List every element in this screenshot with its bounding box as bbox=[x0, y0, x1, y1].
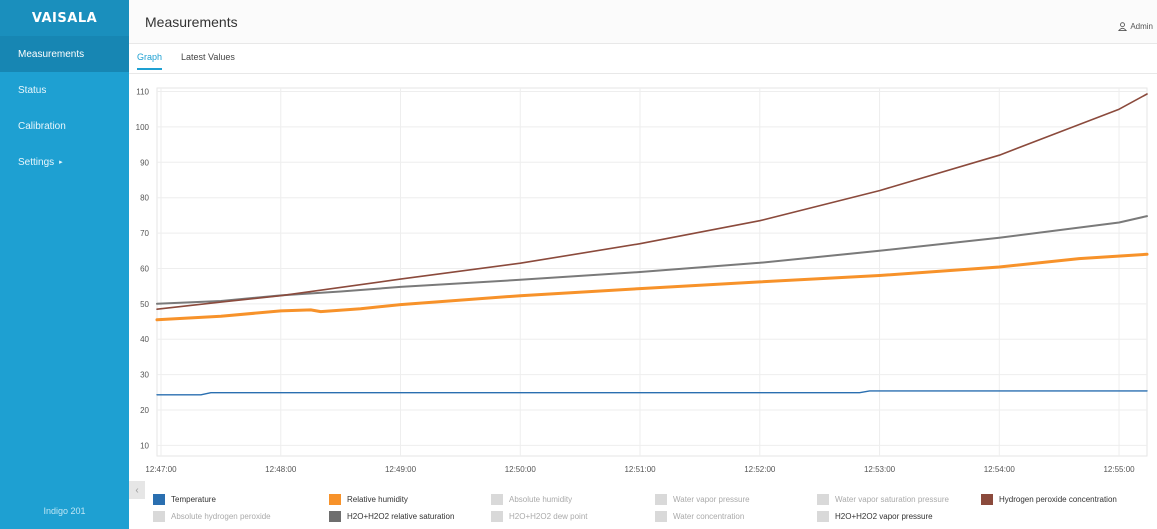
vaisala-logo: VAISALA bbox=[0, 0, 129, 36]
sidebar-item-settings[interactable]: Settings ▸ bbox=[0, 144, 129, 180]
plot-area bbox=[156, 87, 1148, 457]
y-tick-label: 110 bbox=[136, 88, 149, 97]
legend-item[interactable]: Hydrogen peroxide concentration bbox=[981, 494, 1117, 505]
legend-swatch bbox=[817, 511, 829, 522]
legend-label: Temperature bbox=[171, 495, 216, 504]
series-line-h2o-h2o2-relative-saturation bbox=[156, 215, 1148, 305]
series-line-temperature bbox=[156, 390, 1148, 396]
sidebar-item-status[interactable]: Status bbox=[0, 72, 129, 108]
legend-label: H2O+H2O2 vapor pressure bbox=[835, 512, 933, 521]
legend-swatch bbox=[329, 511, 341, 522]
x-tick-label: 12:49:00 bbox=[385, 465, 417, 474]
sidebar: VAISALA Measurements Status Calibration … bbox=[0, 0, 129, 529]
chevron-left-icon[interactable]: ‹ bbox=[129, 481, 145, 499]
legend-label: Absolute hydrogen peroxide bbox=[171, 512, 271, 521]
sidebar-item-label: Settings bbox=[18, 156, 55, 168]
legend-swatch bbox=[655, 511, 667, 522]
y-tick-label: 60 bbox=[140, 264, 149, 273]
header: Measurements Admin bbox=[129, 0, 1157, 44]
legend-item[interactable]: H2O+H2O2 relative saturation bbox=[329, 511, 454, 522]
legend-label: H2O+H2O2 dew point bbox=[509, 512, 588, 521]
legend-swatch bbox=[491, 494, 503, 505]
legend-swatch bbox=[329, 494, 341, 505]
page-title: Measurements bbox=[145, 14, 238, 30]
y-tick-label: 100 bbox=[136, 123, 150, 132]
series-line-hydrogen-peroxide-concentration bbox=[156, 93, 1148, 310]
legend-item[interactable]: H2O+H2O2 dew point bbox=[491, 511, 588, 522]
x-tick-label: 12:52:00 bbox=[744, 465, 776, 474]
legend-label: H2O+H2O2 relative saturation bbox=[347, 512, 455, 521]
y-tick-label: 20 bbox=[140, 406, 149, 415]
legend-item[interactable]: Water concentration bbox=[655, 511, 744, 522]
x-tick-label: 12:54:00 bbox=[984, 465, 1016, 474]
y-tick-label: 80 bbox=[140, 194, 149, 203]
legend-item[interactable]: Absolute hydrogen peroxide bbox=[153, 511, 271, 522]
x-tick-label: 12:51:00 bbox=[624, 465, 656, 474]
tab-graph[interactable]: Graph bbox=[137, 52, 163, 70]
legend-swatch bbox=[153, 494, 165, 505]
user-icon bbox=[1118, 22, 1128, 31]
user-name: Admin bbox=[1130, 22, 1153, 31]
x-tick-label: 12:47:00 bbox=[145, 465, 177, 474]
legend-label: Water vapor pressure bbox=[673, 495, 750, 504]
legend-swatch bbox=[153, 511, 165, 522]
legend-item[interactable]: Temperature bbox=[153, 494, 216, 505]
y-tick-label: 50 bbox=[140, 300, 149, 309]
legend-swatch bbox=[981, 494, 993, 505]
series-line-relative-humidity bbox=[155, 252, 1149, 322]
chart-svg: 10 20 30 40 50 60 70 80 90 100 110 12:47:00 12:48:00… bbox=[136, 87, 1149, 474]
sidebar-item-label: Measurements bbox=[18, 48, 85, 60]
tab-latest-values[interactable]: Latest Values bbox=[181, 52, 235, 62]
x-tick-label: 12:55:00 bbox=[1103, 465, 1135, 474]
y-tick-label: 90 bbox=[140, 158, 149, 167]
legend-item[interactable]: Relative humidity bbox=[329, 494, 408, 505]
tab-bar: Graph Latest Values bbox=[129, 44, 1157, 74]
legend-item[interactable]: Absolute humidity bbox=[491, 494, 572, 505]
sidebar-item-calibration[interactable]: Calibration bbox=[0, 108, 129, 144]
legend-label: Water vapor saturation pressure bbox=[835, 495, 949, 504]
sidebar-item-label: Status bbox=[18, 84, 47, 96]
y-tick-label: 30 bbox=[140, 371, 149, 380]
caret-right-icon: ▸ bbox=[59, 159, 63, 166]
sidebar-item-label: Calibration bbox=[18, 120, 66, 132]
chart-legend: Temperature Relative humidity Absolute hum… bbox=[129, 490, 1157, 529]
legend-label: Relative humidity bbox=[347, 495, 408, 504]
legend-item[interactable]: Water vapor pressure bbox=[655, 494, 750, 505]
user-menu[interactable]: Admin bbox=[1118, 22, 1153, 31]
measurement-chart: 10 20 30 40 50 60 70 80 90 100 110 12:47:00 12:48:00… bbox=[129, 74, 1157, 484]
y-tick-label: 70 bbox=[140, 229, 149, 238]
legend-item[interactable]: Water vapor saturation pressure bbox=[817, 494, 949, 505]
x-tick-label: 12:48:00 bbox=[265, 465, 297, 474]
legend-label: Absolute humidity bbox=[509, 495, 573, 504]
y-tick-label: 40 bbox=[140, 335, 149, 344]
y-tick-label: 10 bbox=[140, 441, 149, 450]
legend-swatch bbox=[817, 494, 829, 505]
legend-swatch bbox=[655, 494, 667, 505]
x-tick-label: 12:53:00 bbox=[864, 465, 896, 474]
legend-item[interactable]: H2O+H2O2 vapor pressure bbox=[817, 511, 933, 522]
sidebar-item-measurements[interactable]: Measurements bbox=[0, 36, 129, 72]
legend-label: Water concentration bbox=[673, 512, 745, 521]
device-name: Indigo 201 bbox=[43, 506, 86, 516]
legend-swatch bbox=[491, 511, 503, 522]
x-tick-label: 12:50:00 bbox=[505, 465, 537, 474]
legend-label: Hydrogen peroxide concentration bbox=[999, 495, 1117, 504]
